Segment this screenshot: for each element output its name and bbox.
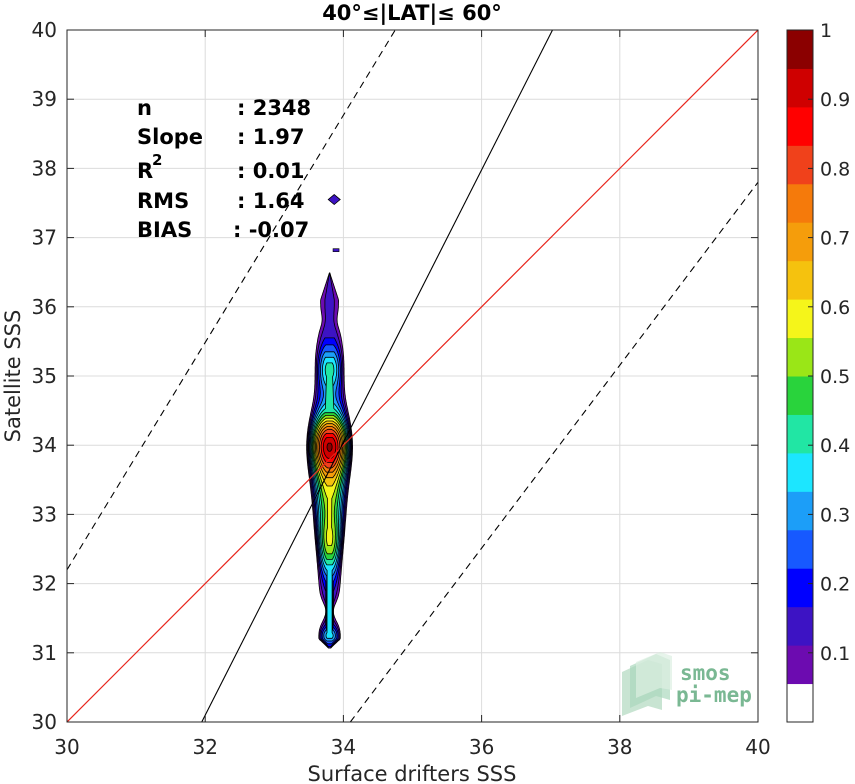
density-outlier-blob xyxy=(327,194,341,206)
logo-wave-icon xyxy=(622,652,672,716)
smos-pi-mep-logo: smos pi-mep xyxy=(622,652,752,716)
y-tick-label: 30 xyxy=(32,710,57,734)
colorbar-tick-label: 0.4 xyxy=(820,435,850,457)
colorbar-tick-label: 0.6 xyxy=(820,297,850,319)
density-contours xyxy=(306,194,353,649)
stat-slope-label: Slope xyxy=(137,125,203,149)
stat-n-label: n xyxy=(137,96,152,120)
colorbar-segment xyxy=(787,299,813,339)
density-outlier-blob xyxy=(332,248,340,252)
stat-rms-label: RMS xyxy=(137,189,189,213)
y-tick-label: 37 xyxy=(32,226,57,250)
y-tick-labels: 30 31 32 33 34 35 36 37 38 39 40 xyxy=(32,18,57,734)
colorbar-segment xyxy=(787,606,813,646)
stats-box: n : 2348 Slope : 1.97 R 2 : 0.01 RMS : 1… xyxy=(137,96,311,242)
x-tick-labels: 30 32 34 36 38 40 xyxy=(54,735,770,759)
colorbar-segment xyxy=(787,145,813,185)
y-tick-label: 34 xyxy=(32,433,57,457)
y-tick-label: 35 xyxy=(32,364,57,388)
colorbar-tick-label: 0.2 xyxy=(820,574,850,596)
stat-r2-value: : 0.01 xyxy=(237,159,305,183)
x-axis-label: Surface drifters SSS xyxy=(308,762,517,784)
colorbar xyxy=(787,30,813,723)
stat-bias-label: BIAS xyxy=(137,218,192,242)
lower-envelope-line xyxy=(349,181,758,722)
reference-lines xyxy=(67,30,758,722)
colorbar-segment xyxy=(787,337,813,377)
regression-line xyxy=(201,30,553,722)
logo-line-2: pi-mep xyxy=(676,683,752,707)
colorbar-segment xyxy=(787,491,813,531)
colorbar-tick-label: 0.8 xyxy=(820,158,850,180)
x-tick-label: 32 xyxy=(192,735,217,759)
colorbar-segment xyxy=(787,645,813,685)
y-axis-label: Satellite SSS xyxy=(1,310,25,443)
upper-envelope-line xyxy=(67,30,396,571)
colorbar-tick-label: 1 xyxy=(820,20,832,42)
colorbar-segment xyxy=(787,30,813,69)
y-tick-label: 33 xyxy=(32,502,57,526)
colorbar-tick-label: 0.1 xyxy=(820,643,850,665)
stat-r2-label: R xyxy=(137,159,153,183)
x-tick-label: 36 xyxy=(469,735,494,759)
colorbar-segment xyxy=(787,414,813,454)
colorbar-segment xyxy=(787,68,813,108)
colorbar-segment xyxy=(787,568,813,608)
axis-ticks xyxy=(66,29,759,723)
colorbar-tick-label: 0.5 xyxy=(820,366,850,388)
grid-lines xyxy=(66,29,759,723)
stat-bias-value: : -0.07 xyxy=(233,218,309,242)
y-tick-label: 38 xyxy=(32,156,57,180)
colorbar-segment xyxy=(787,529,813,569)
chart-title: 40°≤|LAT|≤ 60° xyxy=(322,1,502,26)
colorbar-segment xyxy=(787,222,813,262)
x-tick-label: 40 xyxy=(745,735,770,759)
colorbar-segment xyxy=(787,183,813,223)
x-tick-label: 38 xyxy=(607,735,632,759)
stat-slope-value: : 1.97 xyxy=(237,125,305,149)
stat-rms-value: : 1.64 xyxy=(237,189,305,213)
colorbar-segment xyxy=(787,452,813,492)
y-tick-label: 40 xyxy=(32,18,57,42)
colorbar-tick-label: 0.3 xyxy=(820,504,850,526)
stat-r2-superscript: 2 xyxy=(152,151,162,169)
stat-n-value: : 2348 xyxy=(237,96,311,120)
y-tick-label: 32 xyxy=(32,572,57,596)
x-tick-label: 34 xyxy=(331,735,356,759)
y-tick-label: 39 xyxy=(32,87,57,111)
colorbar-segment xyxy=(787,106,813,146)
colorbar-tick-label: 0.7 xyxy=(820,228,850,250)
y-tick-label: 36 xyxy=(32,295,57,319)
colorbar-segment xyxy=(787,260,813,300)
y-tick-label: 31 xyxy=(32,641,57,665)
colorbar-tick-labels: 0.1 0.2 0.3 0.4 0.5 0.6 0.7 0.8 0.9 1 xyxy=(808,20,850,665)
x-tick-label: 30 xyxy=(54,735,79,759)
colorbar-segment xyxy=(787,683,813,723)
colorbar-segment xyxy=(787,376,813,415)
colorbar-tick-label: 0.9 xyxy=(820,89,850,111)
identity-line xyxy=(67,30,758,722)
logo-line-1: smos xyxy=(680,661,731,685)
density-level-17 xyxy=(326,442,333,452)
